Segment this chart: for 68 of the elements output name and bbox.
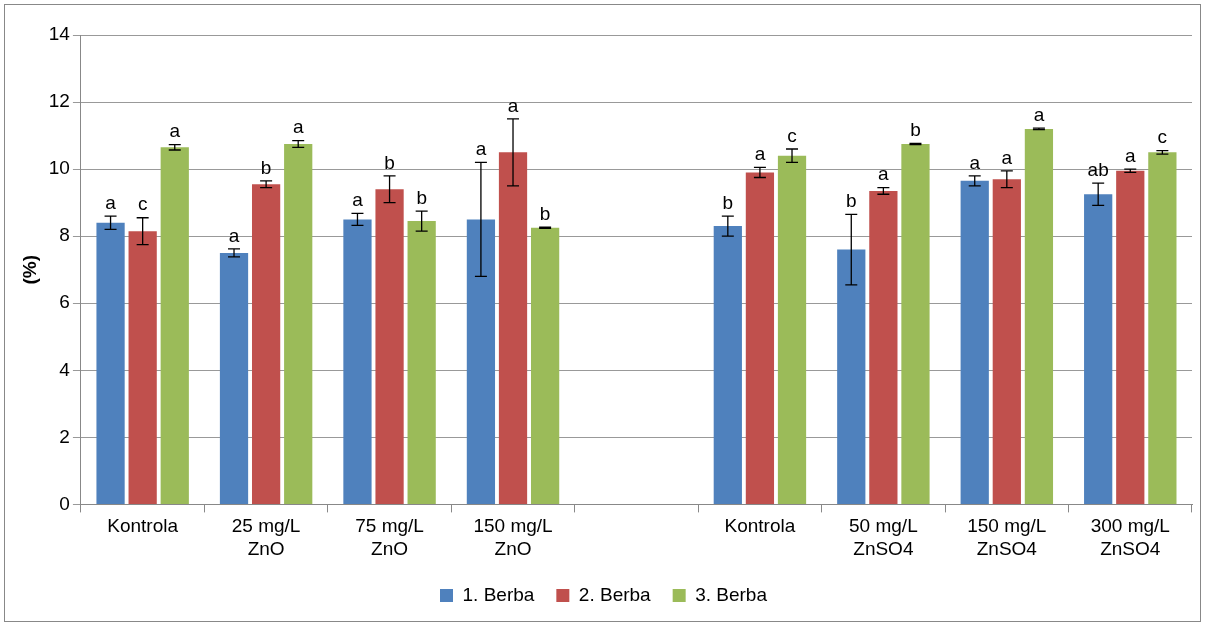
x-tick-label: Kontrola — [724, 515, 796, 537]
legend-label: 2. Berba — [578, 583, 652, 605]
bar — [530, 227, 560, 504]
bar — [343, 219, 372, 504]
data-label: a — [292, 116, 304, 138]
data-label: a — [228, 224, 240, 246]
data-label: b — [260, 156, 272, 178]
bar — [1148, 152, 1177, 504]
bar — [837, 249, 866, 504]
bar — [375, 189, 404, 504]
x-tick-label: 25 mg/L ZnO — [231, 515, 301, 559]
y-tick-label: 4 — [59, 358, 71, 380]
y-tick-label: 8 — [59, 224, 70, 246]
data-label: a — [754, 143, 766, 165]
bar — [251, 184, 281, 504]
bar — [745, 172, 775, 504]
x-tick-label: 75 mg/L ZnO — [355, 515, 424, 559]
bar — [96, 222, 125, 504]
x-tick-label: 300 mg/L ZnSO4 — [1090, 515, 1170, 559]
data-label: a — [1001, 146, 1013, 168]
data-label: c — [1157, 126, 1168, 148]
bar — [713, 226, 742, 504]
y-tick-label: 10 — [48, 157, 70, 179]
data-label: a — [105, 191, 117, 213]
x-tick-label: 150 mg/L ZnSO4 — [967, 515, 1047, 559]
data-label: a — [169, 120, 181, 142]
bar — [160, 147, 189, 504]
data-label: a — [475, 138, 487, 160]
bar — [1024, 128, 1054, 504]
x-tick-label: 50 mg/L ZnSO4 — [849, 515, 918, 559]
bar — [1116, 170, 1145, 504]
bar — [869, 190, 898, 504]
y-tick-label: 2 — [59, 425, 70, 447]
bar — [128, 231, 157, 504]
data-label: ab — [1087, 158, 1109, 180]
legend-label: 3. Berba — [695, 583, 768, 605]
bar — [960, 180, 989, 504]
y-axis-title: (%) — [18, 254, 40, 285]
bar — [466, 219, 496, 504]
x-tick-label: 150 mg/L ZnO — [473, 515, 553, 559]
y-tick-label: 0 — [59, 492, 70, 514]
bar — [219, 252, 249, 504]
x-tick-label: Kontrola — [107, 515, 179, 537]
bar — [407, 221, 436, 504]
bar — [992, 179, 1021, 504]
data-label: b — [384, 151, 395, 173]
legend-label: 1. Berba — [462, 583, 535, 605]
data-label: a — [1033, 103, 1045, 125]
data-label: a — [352, 189, 364, 211]
bar — [498, 152, 528, 504]
data-label: c — [137, 193, 148, 215]
data-label: b — [539, 202, 551, 224]
data-label: b — [722, 191, 734, 213]
bar — [901, 143, 930, 504]
data-label: b — [416, 186, 427, 208]
data-label: b — [910, 119, 921, 141]
data-label: b — [845, 190, 857, 212]
y-tick-label: 14 — [48, 23, 71, 45]
y-tick-label: 6 — [59, 291, 70, 313]
bar — [777, 155, 807, 504]
data-label: a — [969, 151, 981, 173]
data-label: a — [507, 94, 519, 116]
data-label: c — [787, 124, 797, 146]
y-tick-label: 12 — [48, 90, 70, 112]
bar — [1084, 194, 1113, 504]
bar — [284, 143, 313, 504]
data-label: a — [1124, 144, 1136, 166]
data-label: a — [878, 163, 890, 185]
